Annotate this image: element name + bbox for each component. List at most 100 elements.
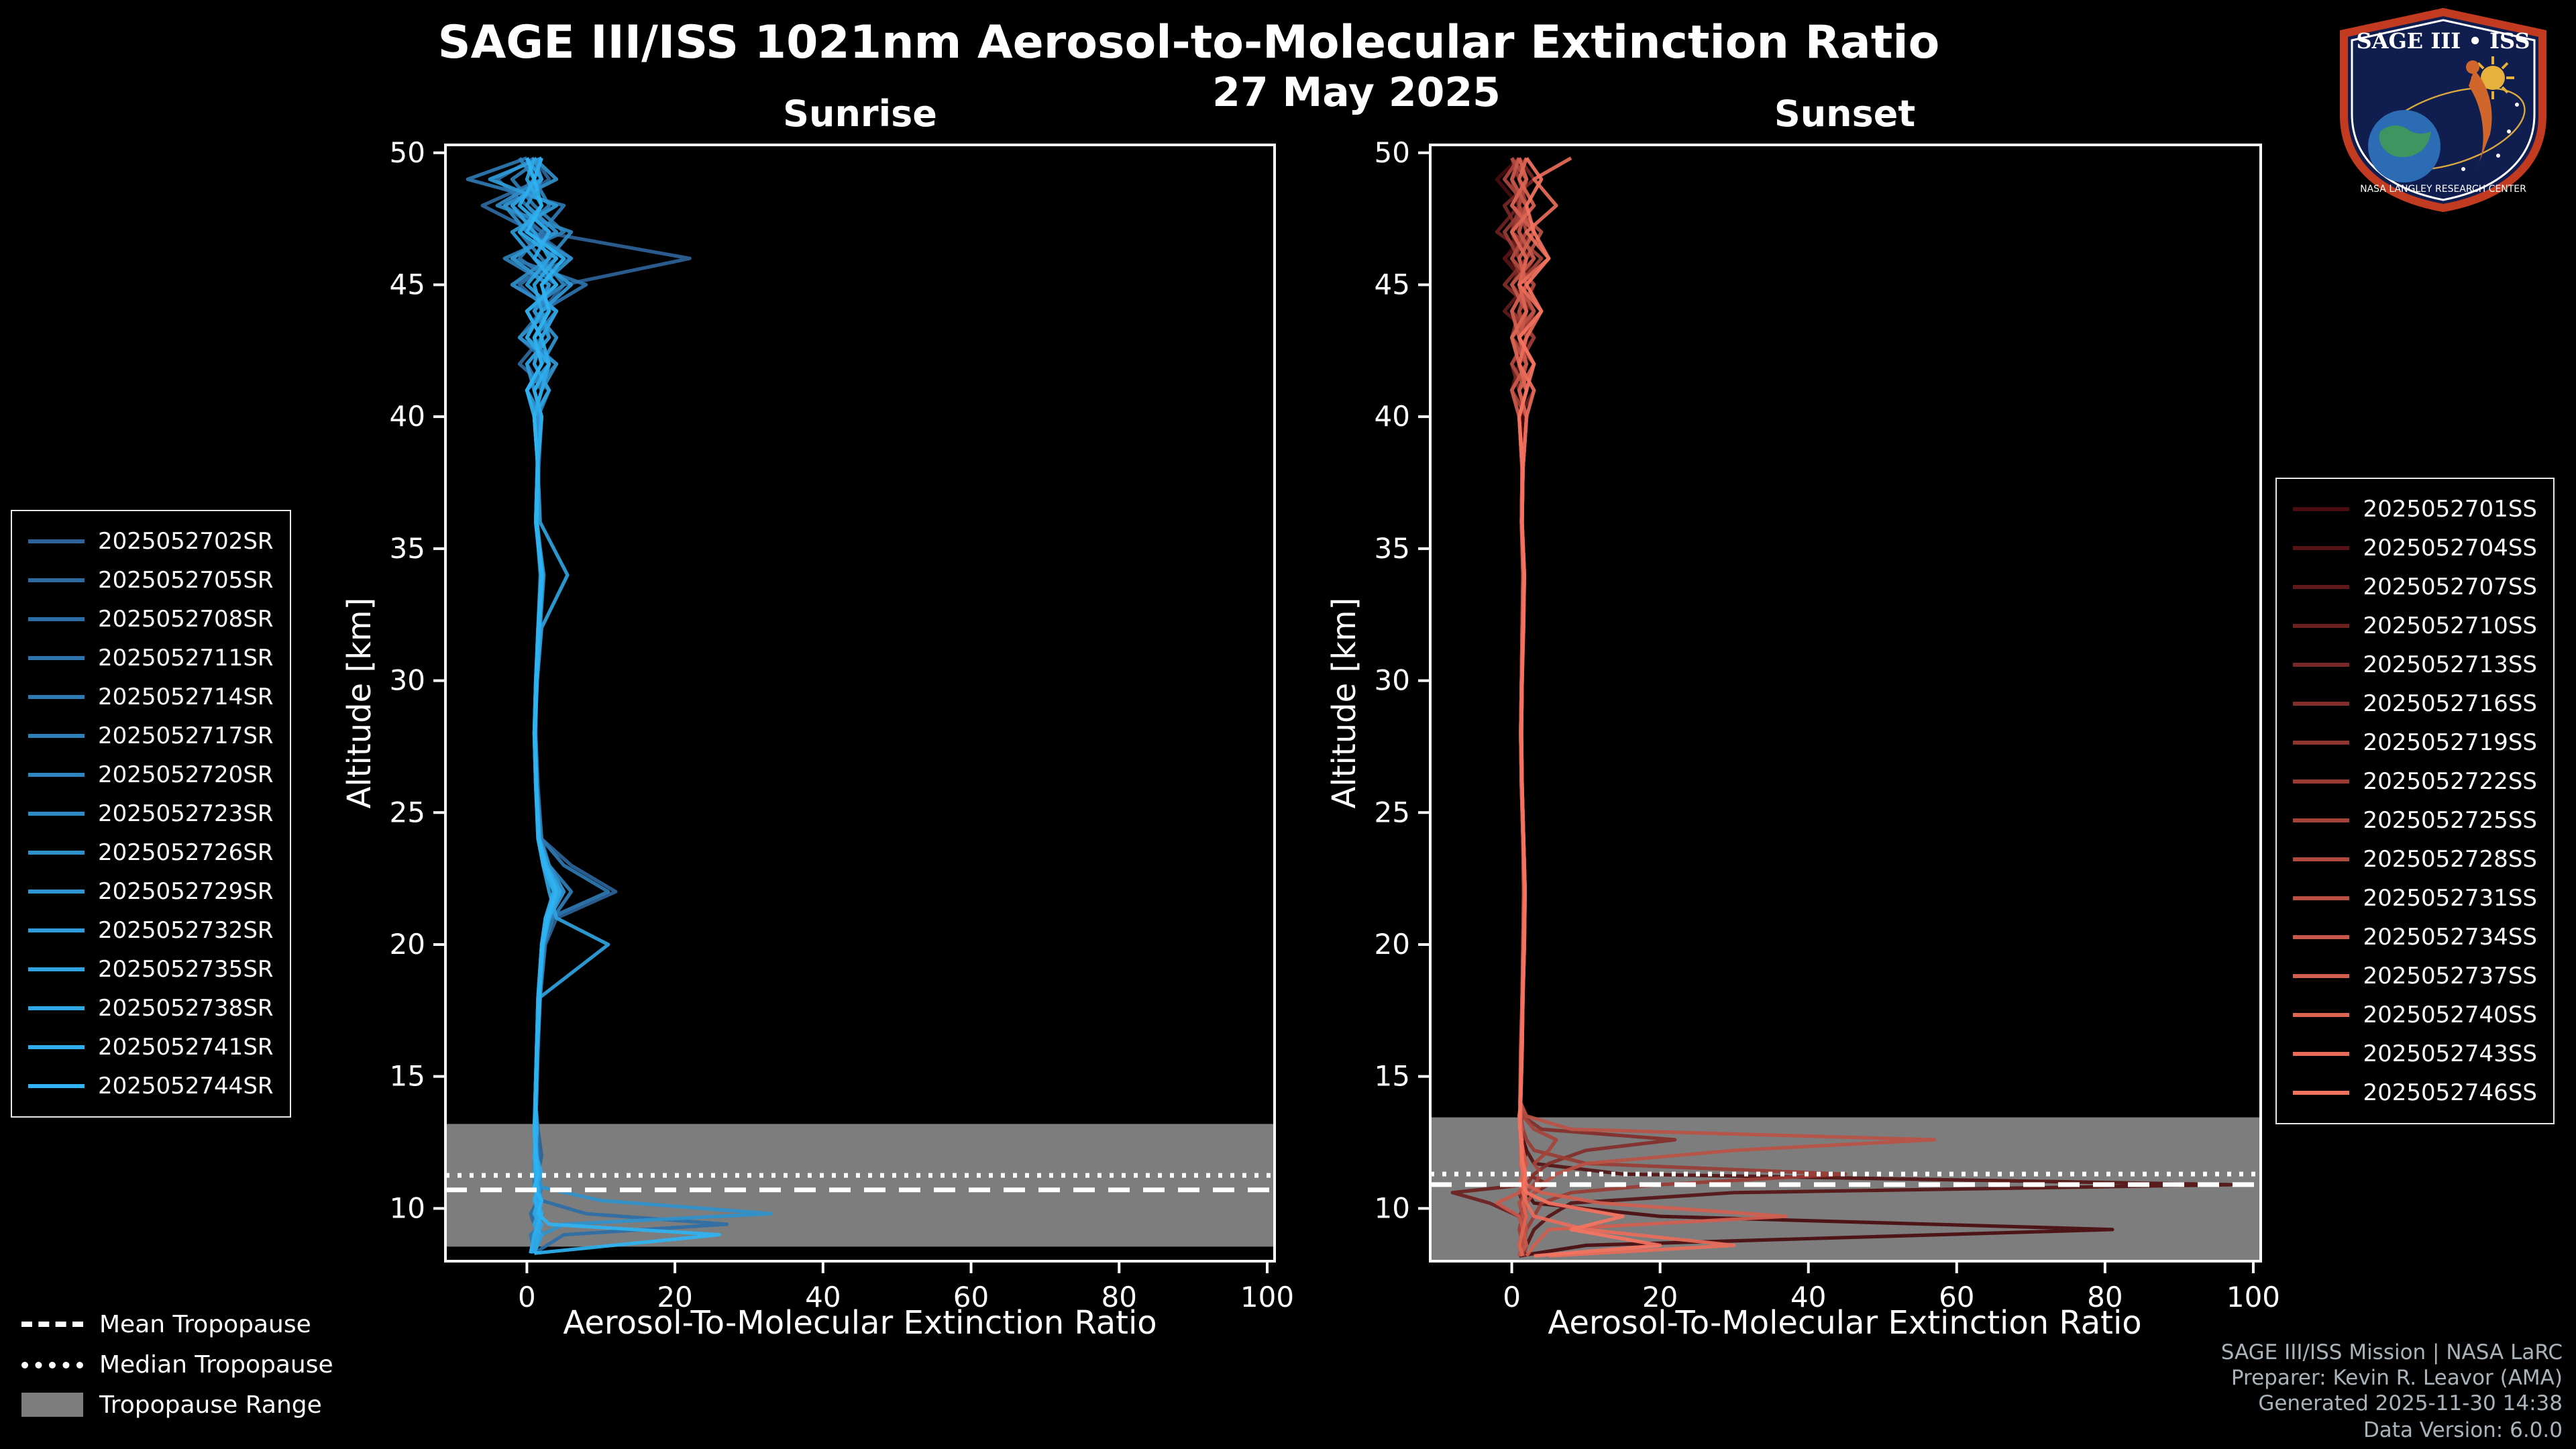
y-tick-label: 40 [1375, 400, 1410, 433]
y-tick-label: 35 [1375, 532, 1410, 565]
panel-title-sunrise: Sunrise [783, 94, 937, 136]
legend-color-line [28, 928, 85, 932]
y-tick-label: 25 [390, 796, 425, 828]
legend-color-line [28, 812, 85, 816]
legend-color-line [2293, 1091, 2350, 1095]
legend-item-mean-tropopause: Mean Tropopause [21, 1304, 333, 1344]
date-label: 27 May 2025 [1212, 70, 1501, 117]
legend-label: 2025052717SR [98, 722, 274, 749]
legend-color-line [28, 890, 85, 894]
legend-label: 2025052728SS [2363, 846, 2538, 873]
legend-item: 2025052705SR [28, 561, 274, 600]
legend-color-line [2293, 741, 2350, 745]
legend-item: 2025052728SS [2293, 840, 2538, 879]
legend-item: 2025052741SR [28, 1028, 274, 1067]
dotted-line-sample [21, 1361, 83, 1368]
legend-item: 2025052710SS [2293, 606, 2537, 645]
legend-label: 2025052735SR [98, 956, 274, 983]
y-tick-label: 45 [1375, 268, 1410, 301]
x-tick-label: 20 [657, 1281, 692, 1313]
tropopause-range-band [445, 1124, 1275, 1247]
tropopause-legend: Mean Tropopause Median Tropopause Tropop… [21, 1304, 333, 1425]
logo-inner-border [2351, 19, 2536, 201]
sunrise-legend: 2025052702SR 2025052705SR 2025052708SR 2025… [11, 510, 291, 1118]
legend-label: 2025052708SR [98, 606, 274, 633]
series-line-2025052722SS [1503, 157, 1847, 1257]
legend-item: 2025052720SR [28, 755, 274, 794]
y-tick-label: 45 [390, 268, 425, 301]
legend-color-line [2293, 974, 2350, 978]
legend-item: 2025052732SR [28, 911, 274, 950]
legend-color-line [28, 967, 85, 971]
legend-label: 2025052746SS [2363, 1079, 2538, 1106]
legend-item: 2025052731SS [2293, 879, 2538, 918]
series-line-2025052735SR [510, 157, 610, 1254]
legend-item: 2025052701SS [2293, 490, 2537, 529]
legend-label: 2025052707SS [2363, 574, 2538, 600]
legend-label: 2025052705SR [98, 567, 274, 594]
gray-band-sample [21, 1393, 83, 1417]
series-line-2025052701SS [1495, 156, 2114, 1258]
x-tick-label: 80 [2087, 1281, 2123, 1313]
legend-color-line [2293, 663, 2350, 667]
legend-item-tropopause-range: Tropopause Range [21, 1385, 333, 1425]
legend-label: 2025052704SS [2363, 535, 2538, 561]
legend-item: 2025052729SR [28, 872, 274, 911]
x-tick-label: 40 [805, 1281, 841, 1313]
legend-color-line [2293, 780, 2350, 784]
x-tick-label: 80 [1102, 1281, 1137, 1313]
legend-label: 2025052713SS [2363, 651, 2538, 678]
series-line-2025052744SR [525, 157, 722, 1255]
legend-color-line [2293, 896, 2350, 900]
x-tick-label: 20 [1642, 1281, 1678, 1313]
y-tick-label: 50 [1375, 136, 1410, 169]
attribution-version: Data Version: 6.0.0 [2363, 1417, 2563, 1442]
legend-label: 2025052731SS [2363, 885, 2538, 912]
legend-label: 2025052719SS [2363, 729, 2538, 756]
legend-color-line [28, 695, 85, 699]
legend-item: 2025052734SS [2293, 918, 2538, 957]
legend-label: 2025052738SR [98, 995, 274, 1022]
xaxis-label-sunset: Aerosol-To-Molecular Extinction Ratio [1548, 1304, 2142, 1342]
legend-color-line [2293, 1052, 2350, 1056]
legend-item: 2025052725SS [2293, 801, 2537, 840]
legend-item: 2025052708SR [28, 600, 274, 639]
logo-subtitle: NASA LANGLEY RESEARCH CENTER [2360, 184, 2526, 195]
legend-item: 2025052707SS [2293, 568, 2538, 606]
attribution-generated: Generated 2025-11-30 14:38 [2258, 1391, 2563, 1416]
legend-label: 2025052716SS [2363, 690, 2538, 717]
plot-frame-sunrise [444, 144, 1276, 1263]
legend-label: 2025052734SS [2363, 924, 2538, 951]
legend-item: 2025052744SR [28, 1067, 274, 1106]
y-tick-label: 15 [1375, 1060, 1410, 1093]
legend-item: 2025052719SS [2293, 723, 2538, 762]
y-tick-label: 15 [390, 1060, 425, 1093]
y-tick-label: 40 [390, 400, 425, 433]
plot-area-sunset [1430, 156, 2261, 1261]
sage-iss-logo: SAGE III • ISS NASA LANGLEY RESEARCH CEN… [2340, 8, 2546, 212]
x-tick-label: 0 [1503, 1281, 1521, 1313]
y-tick-label: 50 [390, 136, 425, 169]
legend-label: 2025052743SS [2363, 1040, 2538, 1067]
y-tick-label: 10 [390, 1191, 425, 1224]
series-line-2025052705SR [480, 157, 574, 1254]
attribution-preparer: Preparer: Kevin R. Leavor (AMA) [2231, 1366, 2563, 1391]
figure-silhouette [2469, 70, 2492, 169]
legend-label: Median Tropopause [99, 1350, 333, 1379]
legend-label: 2025052740SS [2363, 1002, 2538, 1028]
legend-color-line [2293, 507, 2350, 511]
x-tick-label: 40 [1790, 1281, 1826, 1313]
legend-label: 2025052744SR [98, 1073, 274, 1099]
x-tick-label: 0 [518, 1281, 536, 1313]
page-title: SAGE III/ISS 1021nm Aerosol-to-Molecular… [437, 16, 1940, 70]
legend-color-line [2293, 546, 2350, 550]
legend-item: 2025052704SS [2293, 529, 2538, 568]
legend-item: 2025052726SR [28, 833, 274, 872]
legend-item-median-tropopause: Median Tropopause [21, 1344, 333, 1385]
legend-label: 2025052714SR [98, 684, 274, 710]
series-line-2025052737SS [1510, 157, 1788, 1257]
earth-land [2379, 125, 2431, 158]
panel-title-sunset: Sunset [1774, 94, 1916, 136]
legend-color-line [28, 578, 85, 582]
